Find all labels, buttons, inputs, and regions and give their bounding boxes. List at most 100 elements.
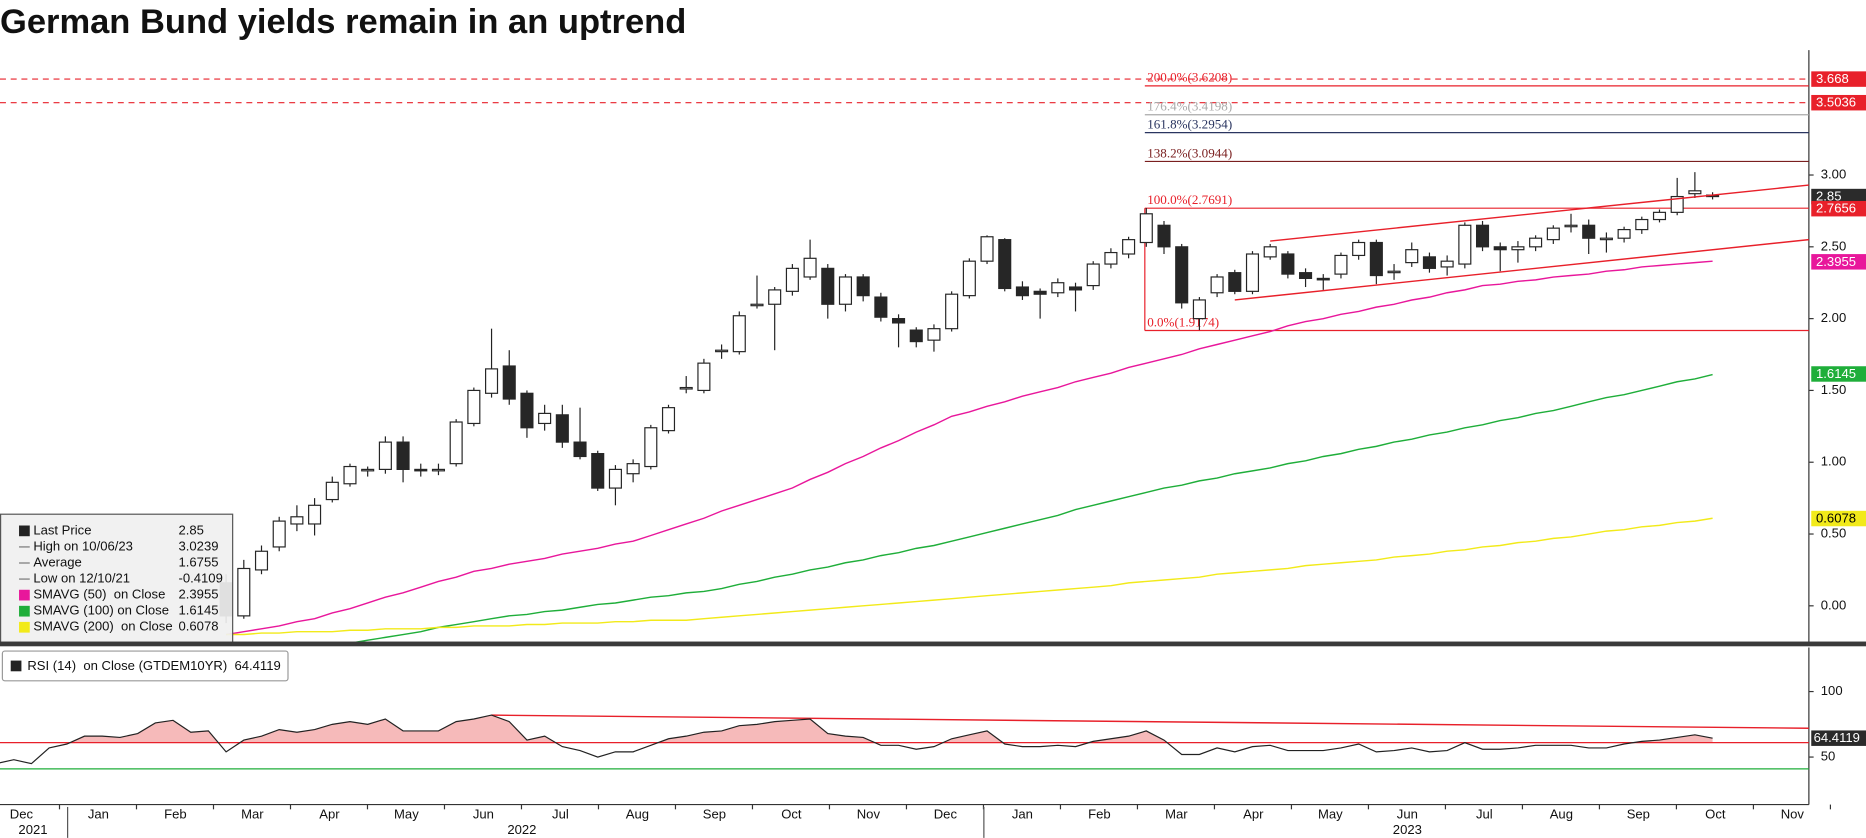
price-tag-label: 2.7656 bbox=[1816, 201, 1856, 216]
candle-body bbox=[803, 257, 817, 278]
candle-body bbox=[1529, 237, 1543, 248]
x-tick-label: Sep bbox=[1627, 807, 1650, 822]
candle-body bbox=[467, 389, 481, 425]
x-tick-label: Feb bbox=[1088, 807, 1111, 822]
price-tag bbox=[1811, 730, 1866, 746]
candle-body bbox=[644, 427, 658, 468]
rsi-line bbox=[0, 714, 1713, 765]
candle-body bbox=[785, 267, 799, 292]
ma-line bbox=[225, 260, 1713, 636]
candle-body bbox=[555, 414, 569, 443]
legend-value: -0.4109 bbox=[179, 571, 223, 586]
price-tag bbox=[1811, 94, 1866, 111]
x-tick-label: Jun bbox=[473, 807, 494, 822]
candle-body bbox=[1475, 224, 1490, 248]
candle-body bbox=[378, 441, 392, 470]
fib-label: 161.8%(3.2954) bbox=[1147, 116, 1232, 131]
candle-body bbox=[1352, 241, 1366, 257]
price-tag-label: 2.3955 bbox=[1816, 254, 1856, 269]
rsi-trend-line bbox=[491, 714, 1809, 729]
x-tick-label: May bbox=[1318, 807, 1343, 822]
candle-body bbox=[1157, 224, 1171, 248]
price-tag bbox=[1811, 200, 1866, 217]
price-tag-label: 2.85 bbox=[1816, 189, 1841, 204]
candle-body bbox=[821, 267, 835, 305]
candle-body bbox=[998, 239, 1012, 290]
candle-body bbox=[237, 567, 251, 617]
candle-body bbox=[1245, 253, 1260, 292]
trend-line bbox=[1234, 238, 1809, 301]
legend-swatch bbox=[19, 605, 30, 617]
x-tick-label: Mar bbox=[1165, 807, 1188, 822]
y-tick-label: 0.00 bbox=[1821, 597, 1846, 612]
candle-body bbox=[1086, 263, 1100, 287]
candle-body bbox=[1104, 251, 1118, 265]
candle-body bbox=[1015, 286, 1029, 297]
candle-body bbox=[538, 412, 552, 425]
candle-body bbox=[414, 468, 428, 472]
candle-body bbox=[679, 386, 693, 390]
legend-label: High on 10/06/23 bbox=[33, 538, 133, 553]
rsi-legend-value: 64.4119 bbox=[234, 658, 280, 673]
candle-body bbox=[1210, 276, 1224, 294]
price-tag-label: 0.6078 bbox=[1816, 511, 1856, 526]
x-tick-label: Nov bbox=[857, 807, 881, 822]
price-tag bbox=[1811, 254, 1866, 270]
rsi-fill bbox=[69, 715, 1713, 743]
candle-body bbox=[626, 463, 640, 475]
x-tick-label: Dec bbox=[10, 807, 34, 822]
legend-value: 1.6145 bbox=[179, 603, 219, 618]
candle-body bbox=[396, 441, 410, 470]
candle-body bbox=[838, 276, 853, 305]
x-tick-label: Sep bbox=[703, 807, 726, 822]
legend-value: 2.85 bbox=[179, 522, 204, 537]
price-tag-label: 1.6145 bbox=[1816, 366, 1856, 381]
price-tag-label: 64.4119 bbox=[1814, 730, 1860, 745]
candle-body bbox=[1051, 282, 1065, 294]
candle-body bbox=[325, 481, 339, 501]
x-tick-label: Jan bbox=[1012, 807, 1033, 822]
x-tick-label: Dec bbox=[934, 807, 958, 822]
y-tick-label: 1.00 bbox=[1821, 454, 1846, 469]
x-tick-label: Jul bbox=[1476, 807, 1493, 822]
legend-label: SMAVG (100) on Close bbox=[33, 603, 169, 618]
legend-value: 3.0239 bbox=[179, 538, 219, 553]
candle-body bbox=[308, 504, 322, 525]
chart-title: German Bund yields remain in an uptrend bbox=[0, 3, 686, 41]
candle-body bbox=[750, 303, 764, 307]
candle-body bbox=[254, 550, 269, 571]
candle-body bbox=[732, 315, 746, 353]
candle-body bbox=[1546, 227, 1560, 241]
candle-body bbox=[272, 520, 286, 548]
candle-body bbox=[1422, 256, 1436, 269]
candle-body bbox=[1582, 224, 1596, 239]
fib-label: 176.4%(3.4198) bbox=[1147, 99, 1232, 114]
candle-body bbox=[962, 260, 976, 297]
x-tick-label: May bbox=[394, 807, 419, 822]
legend-value: 2.3955 bbox=[179, 587, 219, 602]
y-tick-label: 1.50 bbox=[1821, 382, 1846, 397]
candle-body bbox=[1122, 239, 1136, 255]
legend-value: 0.6078 bbox=[179, 619, 219, 634]
price-tag bbox=[1811, 71, 1866, 87]
y-tick-label: 2.00 bbox=[1821, 310, 1846, 325]
candle-body bbox=[1405, 249, 1419, 264]
candle-body bbox=[1440, 260, 1454, 268]
x-tick-label: Aug bbox=[1550, 807, 1573, 822]
x-tick-label: Apr bbox=[1243, 807, 1264, 822]
y-tick-label: 100 bbox=[1821, 683, 1843, 698]
candle-body bbox=[1635, 218, 1649, 231]
legend-value: 1.6755 bbox=[179, 554, 219, 569]
x-tick-label: Nov bbox=[1781, 807, 1805, 822]
legend-box bbox=[0, 513, 234, 644]
candle-body bbox=[1387, 270, 1401, 274]
candle-body bbox=[1316, 277, 1330, 281]
price-tag-label: 3.668 bbox=[1816, 71, 1849, 86]
x-tick-label: Aug bbox=[626, 807, 649, 822]
candle-body bbox=[343, 465, 357, 485]
trend-line bbox=[1270, 184, 1809, 242]
candle-body bbox=[1458, 224, 1472, 265]
candle-body bbox=[1511, 246, 1525, 251]
fib-label: 138.2%(3.0944) bbox=[1147, 145, 1232, 160]
